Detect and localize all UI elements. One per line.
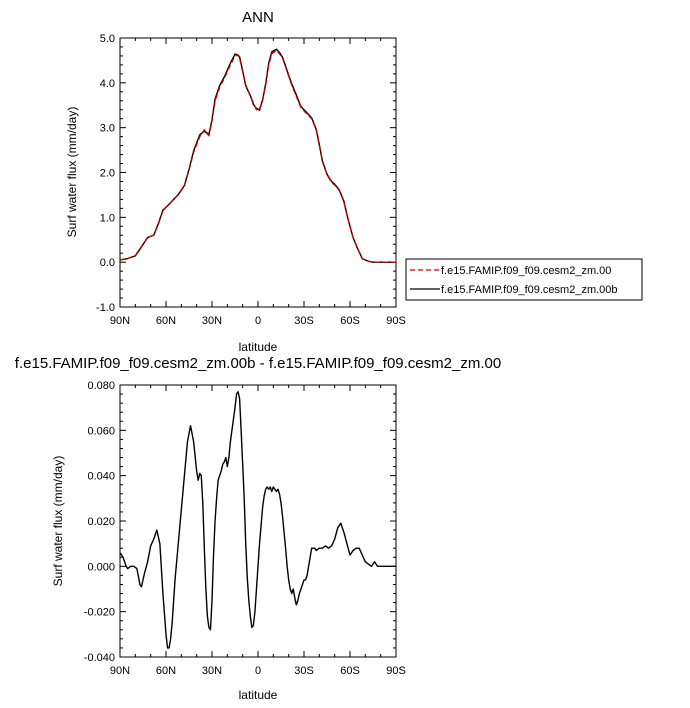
legend-label-series-2: f.e15.FAMIP.f09_f09.cesm2_zm.00b <box>441 284 618 296</box>
legend: f.e15.FAMIP.f09_f09.cesm2_zm.00 f.e15.FA… <box>405 258 643 301</box>
legend-label-series-1: f.e15.FAMIP.f09_f09.cesm2_zm.00 <box>441 265 611 277</box>
x-tick-label: 90S <box>386 665 406 677</box>
x-tick-label: 0 <box>255 315 261 327</box>
y-tick-label: 0.080 <box>87 380 115 392</box>
top-y-axis-label: Surf water flux (mm/day) <box>65 107 79 238</box>
y-tick-label: -0.020 <box>84 607 115 619</box>
x-tick-label: 60S <box>340 665 360 677</box>
top-plot-title: ANN <box>242 9 274 26</box>
y-tick-label: 3.0 <box>100 123 115 135</box>
bottom-plot: f.e15.FAMIP.f09_f09.cesm2_zm.00b - f.e15… <box>15 355 501 702</box>
top-x-axis-label: latitude <box>239 340 278 354</box>
x-tick-label: 0 <box>255 665 261 677</box>
x-tick-label: 30S <box>294 315 314 327</box>
bottom-plot-frame <box>119 384 397 658</box>
x-tick-label: 60N <box>156 315 176 327</box>
y-tick-label: 0.060 <box>87 425 115 437</box>
legend-box <box>405 258 643 301</box>
series-line-2 <box>119 48 396 263</box>
x-tick-label: 90N <box>110 665 130 677</box>
y-tick-label: -0.040 <box>84 652 115 664</box>
y-tick-label: 1.0 <box>100 212 115 224</box>
y-tick-label: 0.040 <box>87 471 115 483</box>
x-tick-label: 30N <box>202 665 222 677</box>
x-tick-label: 90S <box>386 315 406 327</box>
y-tick-label: 0.000 <box>87 561 115 573</box>
y-tick-label: 0.0 <box>100 257 115 269</box>
series-line-1 <box>119 391 396 649</box>
bottom-series-lines <box>119 391 396 649</box>
x-tick-label: 90N <box>110 315 130 327</box>
bottom-axis-ticks: 90N 60N 30N 0 30S 60S 90S -0.040 -0.020 0.000 0.02… <box>84 380 406 677</box>
top-axis-ticks: 90N 60N 30N 0 30S 60S 90S -1.0 0.0 1.0 2.0 3.0 4.0 5.… <box>96 33 406 327</box>
bottom-plot-title: f.e15.FAMIP.f09_f09.cesm2_zm.00b - f.e15… <box>15 355 501 372</box>
x-tick-label: 60N <box>156 665 176 677</box>
y-tick-label: 5.0 <box>100 33 115 45</box>
y-tick-label: 2.0 <box>100 168 115 180</box>
top-plot-frame <box>119 37 397 308</box>
series-line-1 <box>119 49 396 263</box>
bottom-x-axis-label: latitude <box>239 688 278 702</box>
x-tick-label: 60S <box>340 315 360 327</box>
top-plot: ANN 90N 60N 30N 0 30S 60S 90S -1.0 0.0 1.0 2.0 3.0 4… <box>65 9 406 354</box>
y-tick-label: 4.0 <box>100 78 115 90</box>
bottom-y-axis-label: Surf water flux (mm/day) <box>51 456 65 587</box>
y-tick-label: -1.0 <box>96 302 115 314</box>
x-tick-label: 30S <box>294 665 314 677</box>
y-tick-label: 0.020 <box>87 516 115 528</box>
x-tick-label: 30N <box>202 315 222 327</box>
top-series-lines <box>119 48 396 263</box>
